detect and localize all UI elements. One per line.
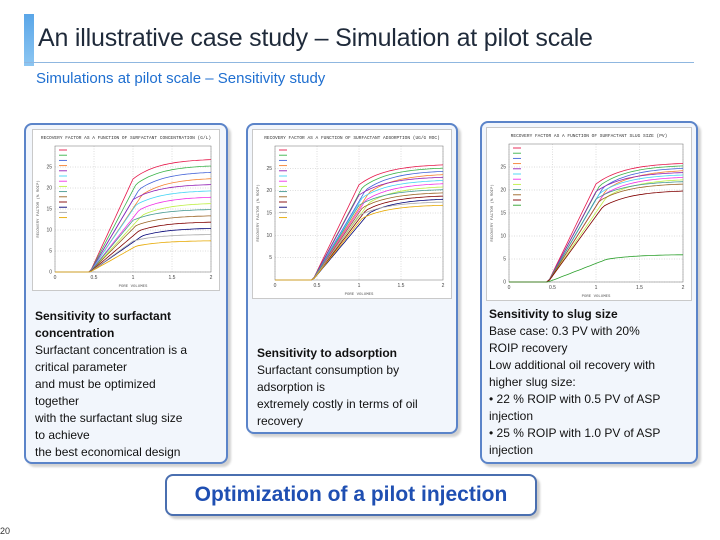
panel-slug-size: RECOVERY FACTOR AS A FUNCTION OF SURFACT… (480, 121, 698, 464)
chart-surfactant-concentration: RECOVERY FACTOR AS A FUNCTION OF SURFACT… (32, 129, 220, 291)
y-tick-label: 25 (266, 166, 272, 172)
panel-line: recovery (257, 414, 304, 428)
panel-line: Low additional oil recovery with (489, 358, 656, 372)
y-tick-label: 10 (46, 228, 52, 234)
panel-line: Surfactant consumption by (257, 363, 400, 377)
panel-text-concentration: Sensitivity to surfactant concentration … (35, 308, 221, 461)
panel-surfactant-concentration: RECOVERY FACTOR AS A FUNCTION OF SURFACT… (24, 123, 228, 464)
y-axis-label: RECOVERY FACTOR (% ROIP) (490, 184, 495, 242)
y-tick-label: 25 (500, 165, 506, 171)
panel-line: to achieve (35, 428, 90, 442)
chart-title: RECOVERY FACTOR AS A FUNCTION OF SURFACT… (264, 135, 440, 141)
y-tick-label: 5 (503, 257, 506, 263)
panel-line: • 25 % ROIP with 1.0 PV of ASP (489, 426, 661, 440)
chart-title: RECOVERY FACTOR AS A FUNCTION OF SURFACT… (41, 135, 211, 141)
x-tick-label: 0.5 (91, 275, 98, 281)
bottom-banner: Optimization of a pilot injection (165, 474, 537, 516)
x-tick-label: 0.5 (549, 285, 556, 291)
panel-line: higher slug size: (489, 375, 576, 389)
panel-line: the best economical design (35, 445, 181, 459)
chart-svg-slug-size: RECOVERY FACTOR AS A FUNCTION OF SURFACT… (490, 133, 685, 299)
series-line-14 (275, 204, 444, 281)
panel-heading: Sensitivity to adsorption (257, 346, 398, 360)
x-tick-label: 1.5 (398, 283, 405, 289)
y-tick-label: 5 (49, 249, 52, 255)
plot-frame (274, 145, 444, 281)
panel-line: Base case: 0.3 PV with 20% (489, 324, 640, 338)
chart-slug-size: RECOVERY FACTOR AS A FUNCTION OF SURFACT… (486, 127, 692, 301)
panel-line: critical parameter (35, 360, 128, 374)
x-tick-label: 0 (274, 283, 277, 289)
series-line-12 (509, 254, 683, 283)
panel-text-slug-size: Sensitivity to slug size Base case: 0.3 … (489, 306, 695, 459)
title-divider (24, 62, 694, 63)
panel-adsorption: RECOVERY FACTOR AS A FUNCTION OF SURFACT… (246, 123, 458, 434)
y-tick-label: 25 (46, 165, 52, 171)
y-tick-label: 20 (46, 186, 52, 192)
series-line-14 (55, 240, 212, 273)
panel-line: adsorption is (257, 380, 326, 394)
panel-line: and must be optimized (35, 377, 156, 391)
chart-title: RECOVERY FACTOR AS A FUNCTION OF SURFACT… (511, 133, 668, 139)
x-axis-label: PORE VOLUMES (582, 295, 611, 299)
x-tick-label: 1.5 (169, 275, 176, 281)
panel-heading: Sensitivity to slug size (489, 307, 618, 321)
title-accent-bar (24, 14, 34, 66)
plot-frame (508, 143, 684, 283)
y-tick-label: 10 (266, 233, 272, 239)
y-axis-label: RECOVERY FACTOR (% ROIP) (256, 184, 261, 242)
panel-line: extremely costly in terms of oil (257, 397, 418, 411)
x-tick-label: 1 (132, 275, 135, 281)
panel-line: with the surfactant slug size (35, 411, 183, 425)
panel-line: together (35, 394, 80, 408)
panel-line: injection (489, 409, 534, 423)
x-tick-label: 0.5 (314, 283, 321, 289)
slide-title: An illustrative case study – Simulation … (38, 24, 593, 52)
y-tick-label: 10 (500, 234, 506, 240)
chart-svg-concentration: RECOVERY FACTOR AS A FUNCTION OF SURFACT… (36, 135, 213, 289)
x-tick-label: 0 (54, 275, 57, 281)
x-tick-label: 1 (358, 283, 361, 289)
y-tick-label: 15 (500, 211, 506, 217)
x-tick-label: 1 (595, 285, 598, 291)
chart-svg-adsorption: RECOVERY FACTOR AS A FUNCTION OF SURFACT… (256, 135, 445, 297)
page-number: 20 (0, 526, 11, 536)
y-tick-label: 5 (269, 255, 272, 261)
panel-line: Surfactant concentration is a (35, 343, 188, 357)
y-tick-label: 0 (49, 270, 52, 276)
slide-subtitle: Simulations at pilot scale – Sensitivity… (36, 70, 326, 87)
x-tick-label: 1.5 (636, 285, 643, 291)
y-tick-label: 20 (500, 188, 506, 194)
x-axis-label: PORE VOLUMES (345, 293, 374, 297)
x-tick-label: 0 (508, 285, 511, 291)
x-tick-label: 2 (442, 283, 445, 289)
panel-text-adsorption: Sensitivity to adsorption Surfactant con… (257, 345, 453, 430)
panel-line: injection (489, 443, 534, 457)
y-tick-label: 15 (46, 207, 52, 213)
y-tick-label: 20 (266, 188, 272, 194)
x-tick-label: 2 (682, 285, 685, 291)
y-tick-label: 0 (503, 280, 506, 286)
x-axis-label: PORE VOLUMES (119, 285, 148, 289)
x-tick-label: 2 (210, 275, 213, 281)
chart-adsorption: RECOVERY FACTOR AS A FUNCTION OF SURFACT… (252, 129, 452, 299)
bottom-banner-text: Optimization of a pilot injection (194, 483, 508, 506)
panel-heading: Sensitivity to surfactant concentration (35, 309, 172, 340)
y-axis-label: RECOVERY FACTOR (% ROIP) (36, 180, 41, 238)
plot-frame (54, 145, 212, 273)
y-tick-label: 15 (266, 211, 272, 217)
series-line-3 (55, 171, 212, 273)
panel-line: • 22 % ROIP with 0.5 PV of ASP (489, 392, 661, 406)
panel-line: ROIP recovery (489, 341, 568, 355)
